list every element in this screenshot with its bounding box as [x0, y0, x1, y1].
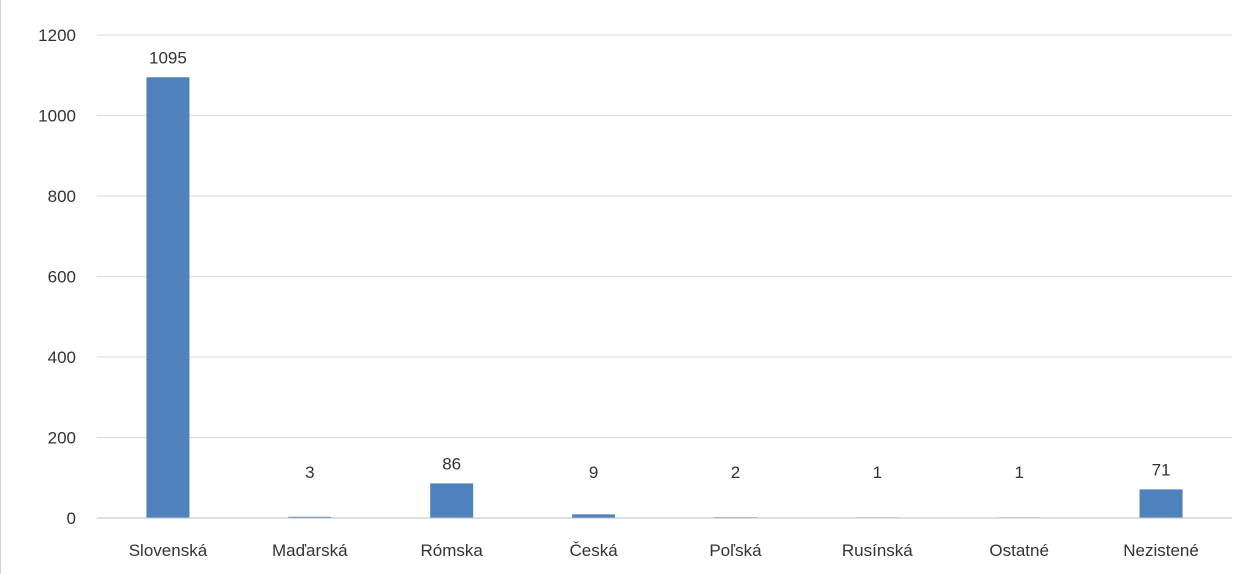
data-label: 1: [1014, 463, 1023, 482]
bar: [146, 77, 190, 518]
bar: [572, 514, 616, 518]
y-tick-label: 200: [48, 429, 76, 448]
x-axis-categories: Slovenská Maďarská Rómska Česká Poľská Rusíns…: [129, 541, 1199, 560]
data-label: 1: [873, 463, 882, 482]
y-tick-label: 0: [67, 509, 76, 528]
data-label: 2: [731, 463, 740, 482]
bar: [288, 516, 332, 518]
data-label: 86: [442, 454, 461, 473]
category-label: Poľská: [709, 541, 762, 560]
y-tick-label: 400: [48, 348, 76, 367]
category-label: Rómska: [421, 541, 484, 560]
category-label: Rusínská: [842, 541, 913, 560]
category-label: Česká: [569, 541, 618, 560]
data-label: 71: [1152, 460, 1171, 479]
bar: [1139, 489, 1183, 518]
y-tick-label: 1000: [38, 107, 76, 126]
category-label: Slovenská: [129, 541, 208, 560]
y-tick-label: 1200: [38, 26, 76, 45]
data-label: 1095: [149, 48, 187, 67]
gridlines: [97, 34, 1232, 438]
y-axis-ticks: 0 200 400 600 800 1000 1200: [38, 26, 76, 528]
y-tick-label: 800: [48, 187, 76, 206]
bars: [146, 77, 1183, 518]
category-label: Maďarská: [272, 541, 348, 560]
y-tick-label: 600: [48, 268, 76, 287]
data-labels: 1095 3 86 9 2 1 1 71: [149, 48, 1171, 482]
data-label: 3: [305, 463, 314, 482]
bar: [430, 483, 474, 518]
category-label: Nezistené: [1123, 541, 1199, 560]
data-label: 9: [589, 463, 598, 482]
category-label: Ostatné: [989, 541, 1049, 560]
